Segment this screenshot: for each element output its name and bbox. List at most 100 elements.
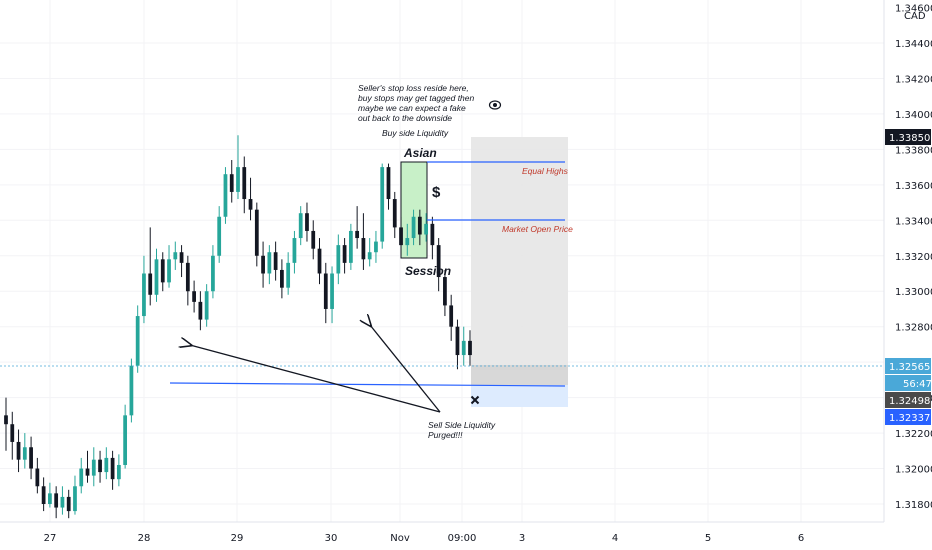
price-axis[interactable]: 1.34600 1.34400 1.34200 1.34000 1.33800 1.336… [895,4,932,511]
candle [411,209,416,246]
close-marker-icon[interactable] [470,395,480,405]
candle [424,213,428,242]
candle-body [91,459,96,476]
candle [323,262,328,324]
candle [116,454,121,487]
candle [223,167,228,224]
current-range-box[interactable] [471,365,568,385]
candles [4,135,472,519]
candle-body [399,227,403,246]
candle-body [66,496,71,512]
candle-body [411,216,416,239]
buy-side-liquidity-label: Buy side Liquidity [382,128,449,138]
candle-body [116,464,121,480]
candle [148,227,153,306]
candle [242,156,247,214]
y-tick-label: 1.34000 [895,110,932,121]
candle [66,489,71,519]
candle [449,294,454,341]
candle [348,223,353,270]
eye-icon[interactable] [488,100,502,110]
candle-body [361,238,366,260]
target-box[interactable] [471,385,568,407]
candle-body [79,468,84,487]
candle [417,209,422,246]
candle [461,326,466,366]
y-tick-label: 1.32200 [895,429,932,440]
currency-label: CAD [904,11,926,22]
arrow-to-28[interactable] [190,345,441,413]
candle [248,177,253,221]
candle-body [348,230,353,263]
candle-body [386,167,391,200]
candle-body [305,213,309,231]
candle-body [110,457,115,480]
candle [430,216,435,260]
candle-body [323,273,328,309]
annotation-line-1: Seller's stop loss reside here, [358,83,469,93]
equal-highs-label: Equal Highs [522,166,569,176]
y-tick-label: 1.33600 [895,181,932,192]
candle-body [424,223,428,235]
candle [468,330,472,366]
candle-body [242,167,247,200]
x-tick-label: 5 [705,533,711,544]
candle [192,280,196,313]
candle-body [41,486,46,504]
candle-body [317,248,322,274]
arrow-to-30[interactable] [370,325,441,413]
y-tick-label: 1.34400 [895,39,932,50]
candle [79,457,84,494]
candle [374,230,378,263]
candle [286,252,291,295]
candle [330,266,334,324]
candle [185,255,190,306]
candle-body [436,245,441,278]
candle [154,248,159,302]
dollar-label: $ [432,184,441,201]
candle [129,358,134,423]
candle [217,206,222,263]
candle [198,291,203,331]
candle [4,397,8,451]
x-tick-label: 3 [519,533,525,544]
candle [98,450,102,483]
candle-body [29,447,33,469]
candle-body [261,255,265,274]
candle-body [185,262,190,292]
candle [110,450,115,490]
annotation-line-4: out back to the downside [358,113,452,123]
candle-body [392,199,397,228]
svg-text:1.32337: 1.32337 [889,413,930,424]
sell-side-liquidity-label: Sell Side Liquidity [428,420,496,430]
candle [73,475,77,515]
x-tick-label: 27 [44,533,57,544]
time-axis[interactable]: 27 28 29 30 Nov 09:00 3 4 5 6 [44,533,805,544]
candle-body [16,441,21,460]
candle [380,163,385,249]
y-tick-label: 1.33200 [895,252,932,263]
candle [361,213,366,270]
candle [142,255,146,324]
candle [443,269,447,317]
sell-side-liquidity-line[interactable] [169,382,566,387]
candle-body [211,255,215,292]
candle-body [311,230,316,249]
candle-body [142,273,146,317]
candle [91,447,96,487]
candle-body [123,415,128,465]
x-tick-label: 28 [138,533,151,544]
annotation-line-3: maybe we can expect a fake [358,103,466,113]
candle [305,202,309,242]
projection-box[interactable] [471,137,568,370]
y-tick-label: 1.33000 [895,287,932,298]
candle-body [417,216,422,235]
purged-label: Purged!!! [428,430,463,440]
candle-body [60,496,65,508]
candle [392,191,397,239]
candle-body [135,316,140,366]
candle-body [355,230,360,239]
y-tick-label: 1.33800 [895,145,932,156]
candle-body [35,468,40,487]
